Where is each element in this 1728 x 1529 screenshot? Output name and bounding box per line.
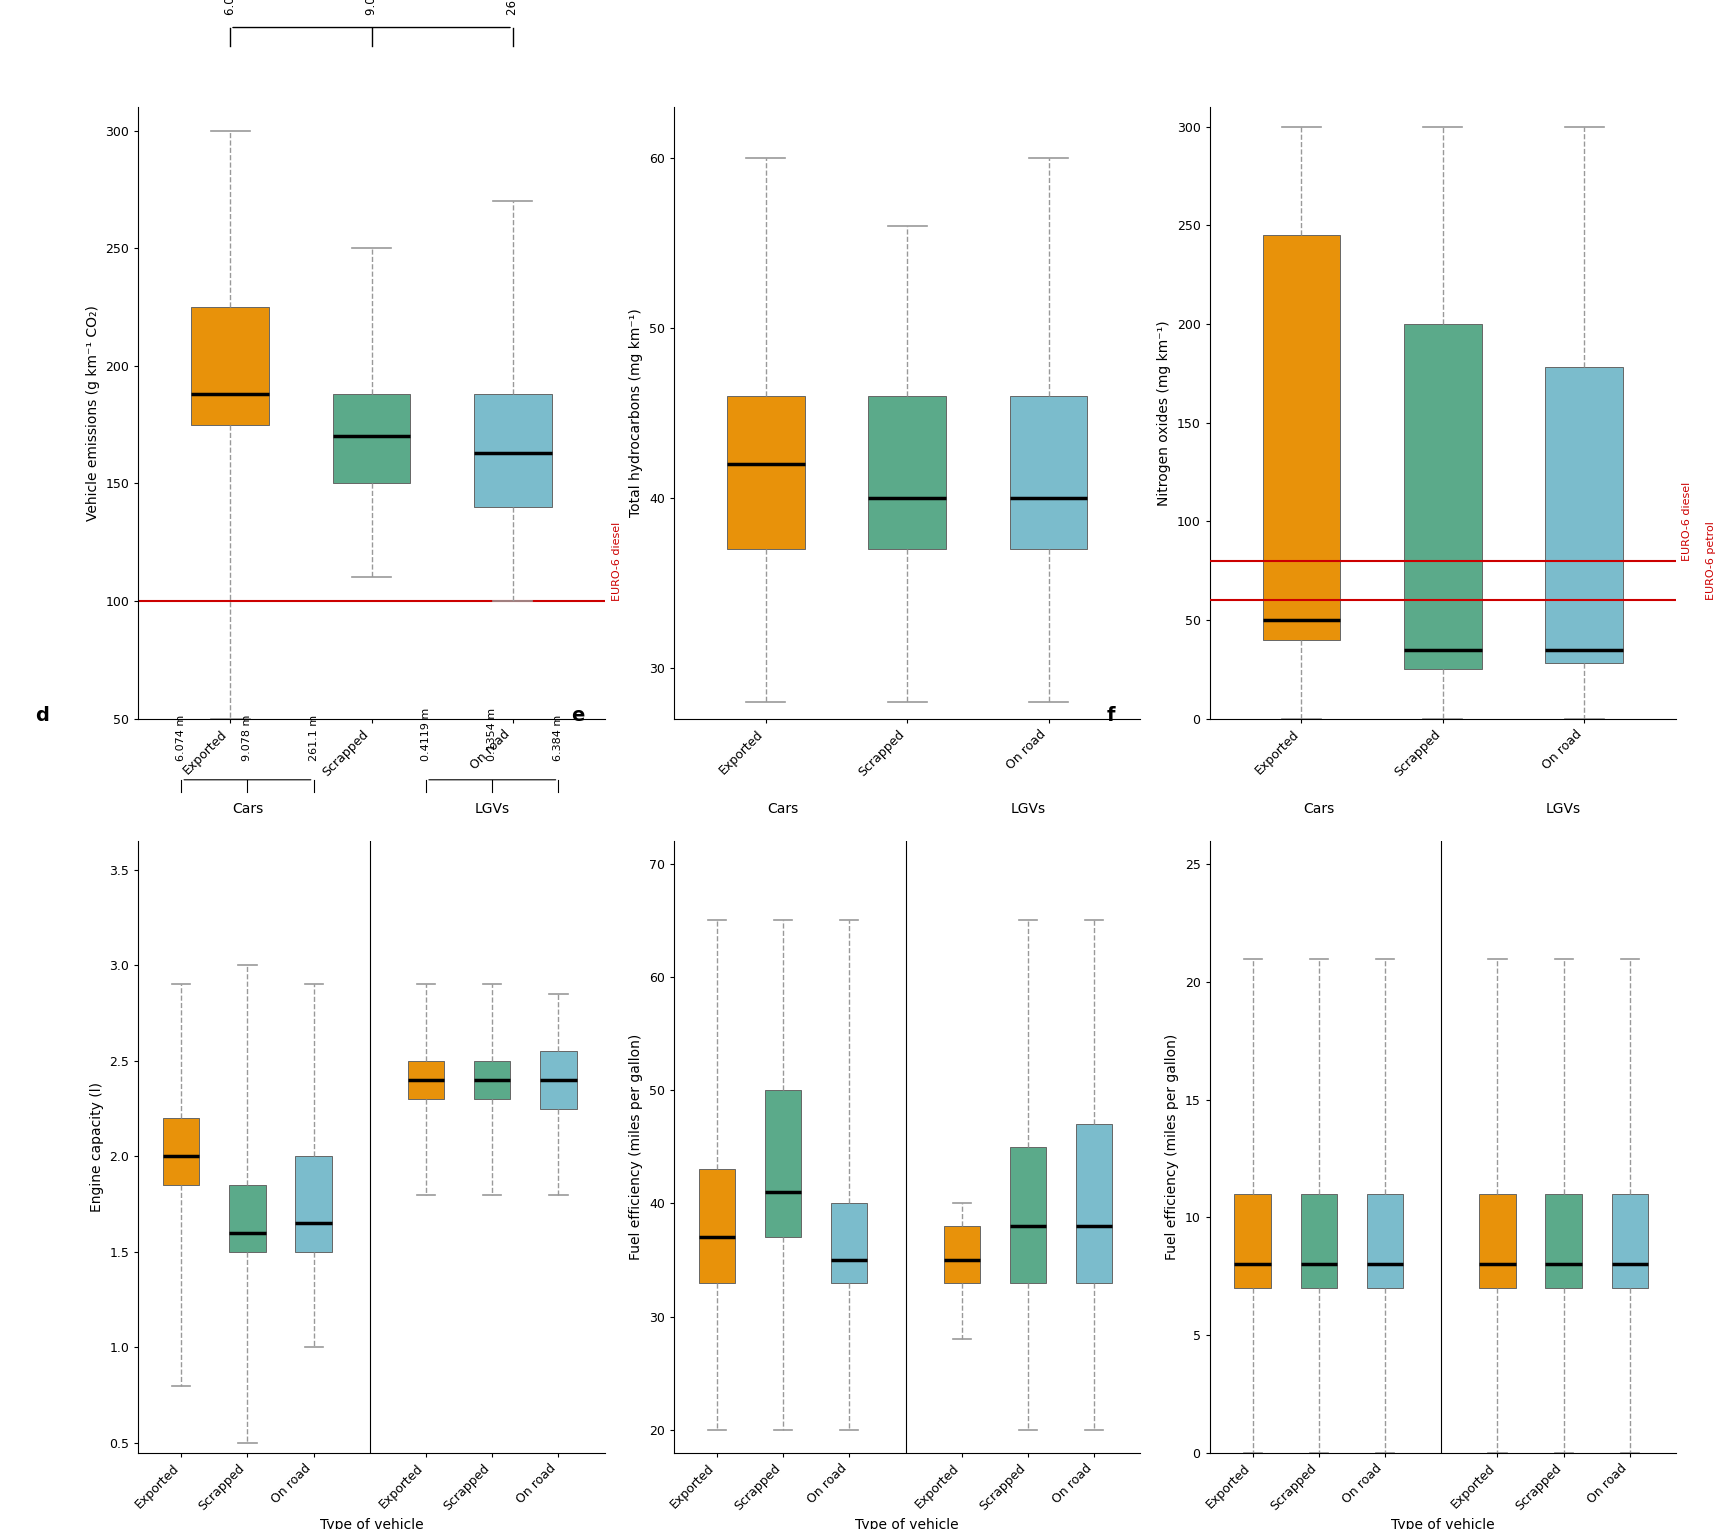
Text: e: e bbox=[572, 706, 584, 725]
PathPatch shape bbox=[727, 396, 805, 549]
PathPatch shape bbox=[473, 394, 551, 508]
Text: 9.078 m: 9.078 m bbox=[242, 716, 252, 761]
X-axis label: Type of vehicle: Type of vehicle bbox=[855, 1518, 959, 1529]
Text: 6.074 m: 6.074 m bbox=[223, 0, 237, 15]
Text: Cars: Cars bbox=[232, 803, 263, 816]
PathPatch shape bbox=[1545, 367, 1623, 664]
PathPatch shape bbox=[332, 394, 411, 483]
Y-axis label: Nitrogen oxides (mg km⁻¹): Nitrogen oxides (mg km⁻¹) bbox=[1158, 320, 1172, 506]
X-axis label: Type of vehicle: Type of vehicle bbox=[1391, 1518, 1495, 1529]
Text: Cars: Cars bbox=[767, 803, 798, 816]
PathPatch shape bbox=[1077, 1124, 1113, 1283]
PathPatch shape bbox=[867, 396, 947, 549]
Text: 0.1354 m: 0.1354 m bbox=[487, 708, 498, 761]
PathPatch shape bbox=[698, 1170, 734, 1283]
Y-axis label: Fuel efficiency (miles per gallon): Fuel efficiency (miles per gallon) bbox=[629, 1034, 643, 1260]
Text: f: f bbox=[1108, 706, 1116, 725]
PathPatch shape bbox=[1009, 1147, 1045, 1283]
PathPatch shape bbox=[1612, 1194, 1649, 1287]
Text: 0.4119 m: 0.4119 m bbox=[422, 708, 430, 761]
Text: LGVs: LGVs bbox=[1011, 803, 1045, 816]
PathPatch shape bbox=[1403, 324, 1481, 670]
Text: EURO-6 diesel: EURO-6 diesel bbox=[1681, 482, 1692, 561]
PathPatch shape bbox=[1479, 1194, 1515, 1287]
PathPatch shape bbox=[766, 1090, 802, 1237]
Y-axis label: Vehicle emissions (g km⁻¹ CO₂): Vehicle emissions (g km⁻¹ CO₂) bbox=[86, 304, 100, 521]
PathPatch shape bbox=[943, 1226, 980, 1283]
Text: 261.1 m: 261.1 m bbox=[309, 716, 318, 761]
PathPatch shape bbox=[541, 1052, 577, 1109]
Text: 6.074 m: 6.074 m bbox=[176, 716, 187, 761]
Y-axis label: Fuel efficiency (miles per gallon): Fuel efficiency (miles per gallon) bbox=[1165, 1034, 1178, 1260]
PathPatch shape bbox=[1301, 1194, 1337, 1287]
Text: EURO-6 petrol: EURO-6 petrol bbox=[1707, 521, 1716, 601]
Text: d: d bbox=[36, 706, 50, 725]
PathPatch shape bbox=[1263, 235, 1341, 639]
PathPatch shape bbox=[230, 1185, 266, 1252]
Y-axis label: Engine capacity (l): Engine capacity (l) bbox=[90, 1081, 104, 1212]
PathPatch shape bbox=[295, 1156, 332, 1252]
Text: EURO-6 diesel: EURO-6 diesel bbox=[612, 521, 622, 601]
PathPatch shape bbox=[1545, 1194, 1581, 1287]
PathPatch shape bbox=[1009, 396, 1087, 549]
PathPatch shape bbox=[1367, 1194, 1403, 1287]
PathPatch shape bbox=[1234, 1194, 1270, 1287]
Text: 261.1 m: 261.1 m bbox=[506, 0, 520, 15]
Text: Cars: Cars bbox=[1303, 803, 1334, 816]
Text: 9.078 m: 9.078 m bbox=[365, 0, 378, 15]
PathPatch shape bbox=[192, 307, 270, 425]
Text: LGVs: LGVs bbox=[475, 803, 510, 816]
PathPatch shape bbox=[408, 1061, 444, 1099]
X-axis label: Type of vehicle: Type of vehicle bbox=[320, 1518, 423, 1529]
PathPatch shape bbox=[831, 1203, 867, 1283]
Text: 6.384 m: 6.384 m bbox=[553, 716, 563, 761]
PathPatch shape bbox=[162, 1118, 199, 1185]
Y-axis label: Total hydrocarbons (mg km⁻¹): Total hydrocarbons (mg km⁻¹) bbox=[629, 309, 643, 517]
PathPatch shape bbox=[473, 1061, 510, 1099]
Text: LGVs: LGVs bbox=[1547, 803, 1581, 816]
